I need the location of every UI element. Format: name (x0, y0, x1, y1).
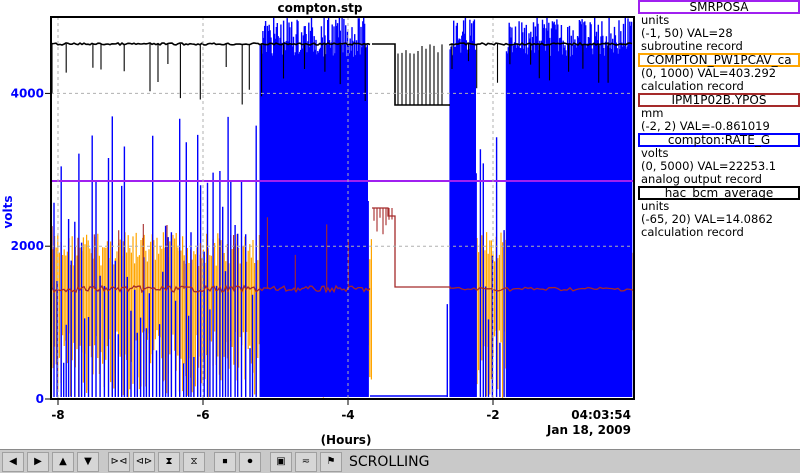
end-date-label: Jan 18, 2009 (546, 423, 631, 437)
zoom-in-vertical-icon: ⧗ (165, 456, 173, 467)
camera-button[interactable]: ▣ (270, 451, 292, 472)
legend-panel: SMRPOSA units (-1, 50) VAL=28 subroutine re… (638, 0, 800, 239)
right-arrow-button[interactable]: ▶ (27, 451, 49, 472)
legend-entry-name[interactable]: COMPTON_PW1PCAV_ca (638, 53, 800, 67)
zoom-in-horizontal-icon: ⊳⊲ (110, 456, 128, 467)
plot-frame (50, 16, 635, 400)
legend-entry-range: (-2, 2) VAL=-0.861019 (641, 119, 770, 133)
plot-border (50, 16, 635, 400)
autoscale-icon: ≂ (301, 456, 311, 467)
down-arrow-icon: ▼ (84, 456, 92, 467)
trace-compton-rate-g (53, 17, 633, 397)
strip-chart[interactable]: 0 2000 4000 -8 -6 -4 -2 volts (Hours) 04:03:54Jan… (0, 0, 640, 449)
plot-title: compton.stp (277, 1, 363, 15)
zoom-in-vertical-button[interactable]: ⧗ (158, 451, 180, 472)
legend-entry-type: subroutine record (641, 39, 743, 53)
axes-layer: 0 2000 4000 -8 -6 -4 -2 volts (Hours) 04:03:54Jan… (1, 86, 631, 447)
legend-entry-units: volts (641, 146, 669, 160)
traces-layer (51, 17, 635, 398)
zoom-out-vertical-icon: ⧖ (190, 456, 198, 467)
record-button[interactable]: ⏺ (239, 451, 261, 472)
legend-entry-units: units (641, 199, 670, 213)
left-arrow-icon: ◀ (9, 456, 17, 467)
autoscale-button[interactable]: ≂ (295, 451, 317, 472)
status-text: SCROLLING (349, 453, 430, 470)
up-arrow-icon: ▲ (59, 456, 67, 467)
x-tick-label: -6 (196, 408, 209, 422)
zoom-out-horizontal-icon: ⊲⊳ (135, 456, 153, 467)
x-tick-label: -8 (51, 408, 64, 422)
camera-icon: ▣ (276, 456, 286, 467)
legend-entry-units: mm (641, 106, 664, 120)
grid-layer (51, 17, 634, 399)
flag-icon: ⚑ (326, 456, 336, 467)
legend-entry-name[interactable]: IPM1P02B.YPOS (638, 93, 800, 107)
legend-entry-range: (0, 1000) VAL=403.292 (641, 66, 777, 80)
legend-entry-type: calculation record (641, 225, 744, 239)
end-time-label: 04:03:54 (571, 408, 631, 422)
legend-entry-range: (-65, 20) VAL=14.0862 (641, 212, 773, 226)
y-axis-label: volts (1, 195, 15, 228)
y-tick-label: 2000 (11, 239, 44, 253)
down-arrow-button[interactable]: ▼ (77, 451, 99, 472)
legend-entry-name[interactable]: compton:RATE_G (638, 133, 800, 147)
legend-entry-type: analog output record (641, 172, 762, 186)
legend-entry-range: (-1, 50) VAL=28 (641, 26, 733, 40)
zoom-out-vertical-button[interactable]: ⧖ (183, 451, 205, 472)
toolbar: ◀ ▶ ▲ ▼ ⊳⊲ ⊲⊳ ⧗ ⧖ ⏹ ⏺ ▣ ≂ ⚑ SCROLLING (0, 449, 800, 473)
stop-button[interactable]: ⏹ (214, 451, 236, 472)
left-arrow-button[interactable]: ◀ (2, 451, 24, 472)
legend-entry-range: (0, 5000) VAL=22253.1 (641, 159, 777, 173)
trace-ipm1p02b-ypos (51, 207, 634, 294)
flag-button[interactable]: ⚑ (320, 451, 342, 472)
x-tick-label: -2 (486, 408, 499, 422)
legend-entry-units: units (641, 13, 670, 27)
legend-entry-name[interactable]: SMRPOSA (638, 0, 800, 14)
legend-entry-name[interactable]: hac_bcm_average (638, 186, 800, 200)
x-axis-label: (Hours) (321, 433, 372, 447)
record-icon: ⏺ (247, 456, 253, 467)
zoom-in-horizontal-button[interactable]: ⊳⊲ (108, 451, 130, 472)
y-tick-label: 4000 (11, 86, 44, 100)
right-arrow-icon: ▶ (34, 456, 42, 467)
legend-entry-type: calculation record (641, 79, 744, 93)
stop-icon: ⏹ (222, 456, 228, 467)
zoom-out-horizontal-button[interactable]: ⊲⊳ (133, 451, 155, 472)
up-arrow-button[interactable]: ▲ (52, 451, 74, 472)
x-tick-label: -4 (341, 408, 354, 422)
y-tick-label: 0 (36, 392, 44, 406)
